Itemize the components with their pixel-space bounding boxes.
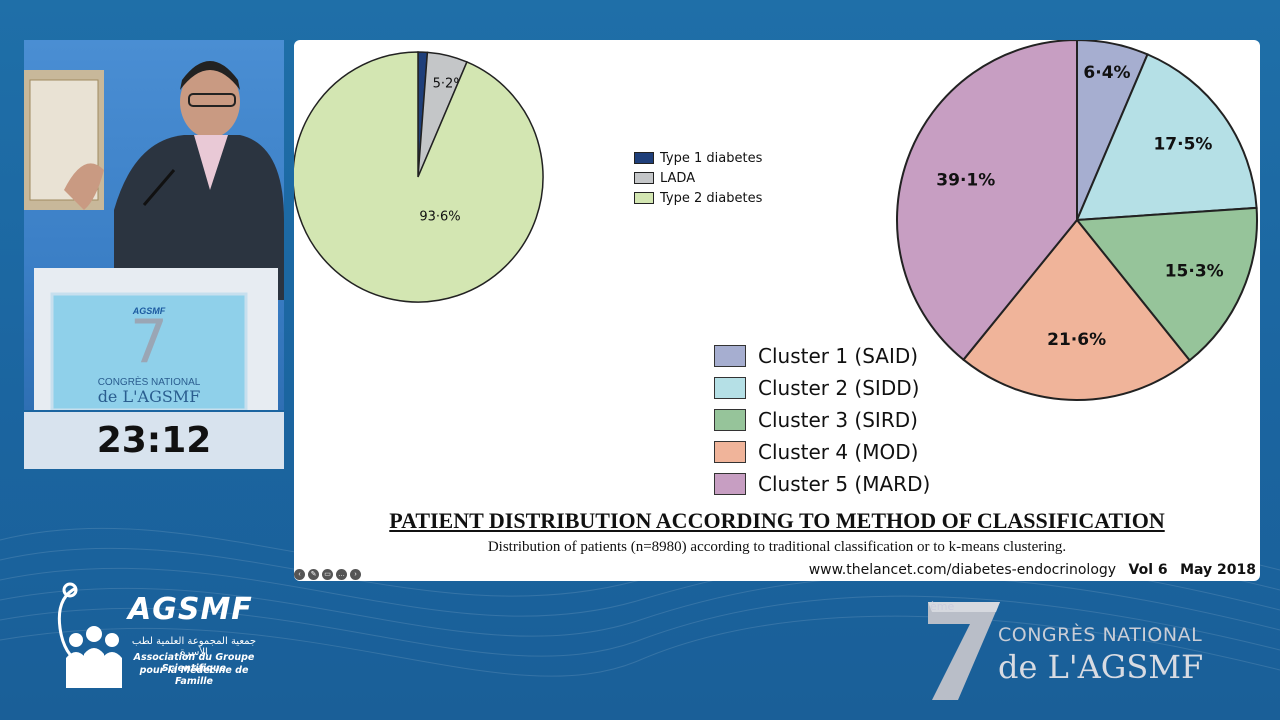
legend-item-lada: LADA <box>634 168 762 188</box>
source-vol: Vol 6 <box>1128 562 1168 578</box>
presentation-slide: 1·2%5·2%93·6%6·4%17·5%15·3%21·6%39·1% Ty… <box>294 40 1260 581</box>
more-icon[interactable]: … <box>336 569 347 580</box>
legend-label-cluster4: Cluster 4 (MOD) <box>758 440 919 464</box>
legend-swatch-cluster2 <box>714 377 746 399</box>
legend-swatch-lada <box>634 172 654 184</box>
agsmf-logo-line1: Association du Groupe Scientifique <box>133 652 255 674</box>
slide-source: www.thelancet.com/diabetes-endocrinology… <box>809 562 1256 578</box>
speaker-suit <box>114 135 284 300</box>
pie-label-traditional-3: 93·6% <box>419 210 460 225</box>
legend-clusters: Cluster 1 (SAID) Cluster 2 (SIDD) Cluste… <box>714 340 930 500</box>
pie-slice-cluster-2 <box>1075 53 1258 222</box>
legend-swatch-type2 <box>634 192 654 204</box>
pie-slice-traditional-3 <box>294 51 544 303</box>
source-url: www.thelancet.com/diabetes-endocrinology <box>808 562 1117 578</box>
pie-slice-cluster-3 <box>1075 206 1258 362</box>
congress-line1: CONGRÈS NATIONAL <box>998 624 1203 646</box>
agsmf-logo-title: AGSMF <box>128 592 253 627</box>
captions-icon[interactable]: ▭ <box>322 569 333 580</box>
legend-item-type2: Type 2 diabetes <box>634 188 762 208</box>
legend-swatch-cluster1 <box>714 345 746 367</box>
legend-label-cluster3: Cluster 3 (SIRD) <box>758 408 918 432</box>
prev-slide-icon[interactable]: ‹ <box>294 569 305 580</box>
legend-label-cluster2: Cluster 2 (SIDD) <box>758 376 920 400</box>
legend-label-type2: Type 2 diabetes <box>660 190 763 206</box>
speaker-video: AGSMF 7 CONGRÈS NATIONAL de L'AGSMF <box>24 40 284 410</box>
congress-seven-mark: 7 <box>928 602 1000 700</box>
pie-label-cluster-5: 39·1% <box>936 171 995 191</box>
legend-label-cluster1: Cluster 1 (SAID) <box>758 344 919 368</box>
legend-swatch-cluster3 <box>714 409 746 431</box>
podium-congress-text: CONGRÈS NATIONAL <box>98 375 201 388</box>
speaker-head <box>180 66 240 138</box>
presentation-timer: 23:12 <box>24 412 284 469</box>
next-slide-icon[interactable]: › <box>350 569 361 580</box>
legend-item-cluster5: Cluster 5 (MARD) <box>714 468 930 500</box>
agsmf-logo-icon <box>57 582 122 688</box>
podium-logo-text: AGSMF <box>132 306 166 316</box>
pie-label-cluster-4: 21·6% <box>1047 330 1106 350</box>
congress-suffix: ème <box>930 600 955 613</box>
pie-slice-cluster-4 <box>962 218 1192 401</box>
microphone <box>142 169 176 206</box>
legend-item-cluster4: Cluster 4 (MOD) <box>714 436 930 468</box>
slide-title: PATIENT DISTRIBUTION ACCORDING TO METHOD… <box>389 508 1165 533</box>
legend-label-lada: LADA <box>660 170 696 186</box>
legend-item-cluster3: Cluster 3 (SIRD) <box>714 404 930 436</box>
pie-label-cluster-1: 6·4% <box>1083 63 1130 83</box>
legend-label-cluster5: Cluster 5 (MARD) <box>758 472 931 496</box>
podium-name-text: de L'AGSMF <box>98 387 201 406</box>
agsmf-logo-line2: pour la Médecine de Famille <box>139 665 249 687</box>
legend-item-cluster2: Cluster 2 (SIDD) <box>714 372 930 404</box>
pie-chart-traditional: 1·2%5·2%93·6%6·4%17·5%15·3%21·6%39·1% <box>294 40 1258 401</box>
legend-swatch-cluster4 <box>714 441 746 463</box>
pen-icon[interactable]: ✎ <box>308 569 319 580</box>
slide-subtitle: Distribution of patients (n=8980) accord… <box>487 539 1067 555</box>
legend-swatch-type1 <box>634 152 654 164</box>
source-date: May 2018 <box>1180 562 1256 578</box>
agsmf-logo-arabic: جمعية المجموعة العلمية لطب الأسرة <box>131 636 257 658</box>
svg-text:7: 7 <box>130 307 168 377</box>
pie-slice-cluster-5 <box>896 40 1078 362</box>
speaker-video-image: AGSMF 7 CONGRÈS NATIONAL de L'AGSMF <box>24 61 284 410</box>
slide-controls: ‹ ✎ ▭ … › <box>294 569 361 580</box>
legend-traditional: Type 1 diabetes LADA Type 2 diabetes <box>634 148 762 208</box>
pie-label-cluster-2: 17·5% <box>1153 135 1212 155</box>
legend-item-type1: Type 1 diabetes <box>634 148 762 168</box>
congress-line2: de L'AGSMF <box>998 648 1204 686</box>
legend-swatch-cluster5 <box>714 473 746 495</box>
legend-label-type1: Type 1 diabetes <box>660 150 763 166</box>
pie-label-cluster-3: 15·3% <box>1165 261 1224 281</box>
legend-item-cluster1: Cluster 1 (SAID) <box>714 340 930 372</box>
